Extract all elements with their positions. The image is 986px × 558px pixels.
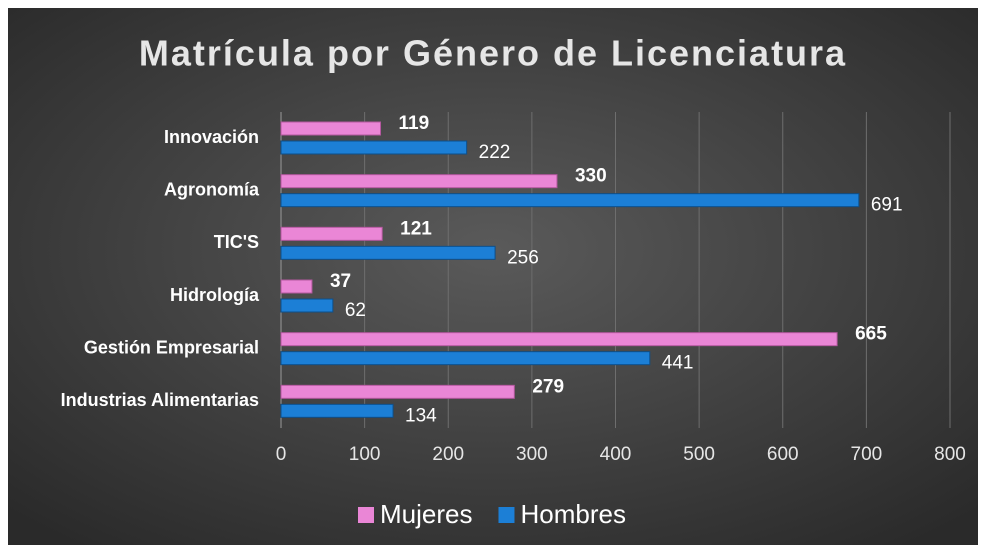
legend-label: Mujeres	[380, 499, 472, 529]
data-label: 665	[855, 324, 887, 345]
data-label: 121	[400, 218, 432, 239]
y-tick-label: Innovación	[164, 127, 259, 147]
bar	[280, 351, 651, 366]
y-tick-label: TIC'S	[214, 232, 259, 252]
y-tick-label: Industrias Alimentarias	[61, 390, 259, 410]
y-tick-label: Hidrología	[170, 285, 260, 305]
x-tick-label: 500	[683, 444, 715, 465]
bar	[280, 140, 468, 155]
data-label: 222	[479, 142, 511, 163]
data-label: 441	[662, 353, 694, 374]
bar	[280, 226, 383, 241]
legend-swatch	[498, 507, 515, 523]
data-label: 279	[532, 376, 564, 397]
y-tick-label: Agronomía	[164, 179, 260, 199]
bar	[280, 193, 860, 208]
data-label: 119	[399, 113, 430, 134]
data-label: 62	[345, 300, 366, 321]
data-label: 691	[871, 195, 903, 216]
data-label: 37	[330, 271, 351, 292]
x-tick-label: 400	[600, 444, 632, 465]
bar	[280, 403, 394, 418]
bar	[280, 245, 496, 260]
legend-label: Hombres	[520, 499, 625, 529]
y-tick-label: Gestión Empresarial	[84, 337, 259, 357]
bar	[280, 298, 334, 313]
x-tick-label: 700	[851, 444, 883, 465]
chart-background	[8, 8, 978, 545]
bar	[280, 332, 838, 347]
data-label: 134	[405, 405, 437, 426]
bar	[280, 384, 515, 399]
x-tick-label: 300	[516, 444, 548, 465]
bar	[280, 121, 382, 136]
x-tick-label: 600	[767, 444, 799, 465]
legend-swatch	[358, 507, 374, 523]
x-tick-label: 800	[934, 444, 966, 465]
x-tick-label: 0	[276, 444, 287, 465]
x-tick-label: 200	[432, 444, 464, 465]
bar	[280, 279, 313, 294]
x-tick-label: 100	[349, 444, 381, 465]
data-label: 256	[507, 247, 539, 268]
bar	[280, 174, 558, 189]
data-label: 330	[575, 166, 607, 187]
chart-title: Matrícula por Género de Licenciatura	[139, 33, 847, 74]
